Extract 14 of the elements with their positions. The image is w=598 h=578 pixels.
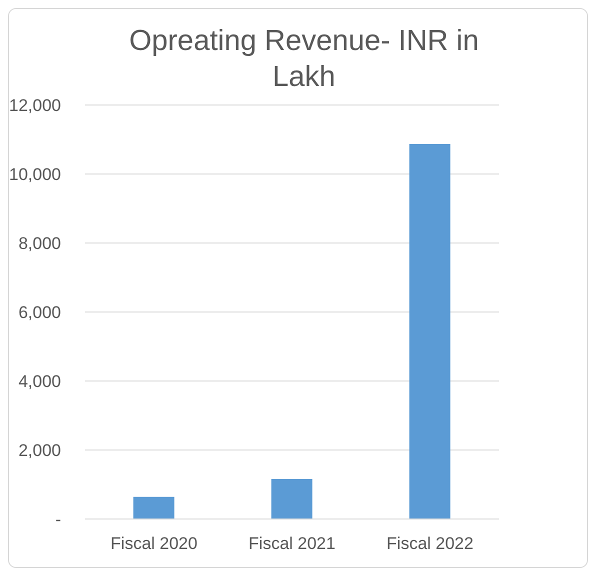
y-tick-label: 12,000 bbox=[9, 96, 61, 116]
chart-title: Opreating Revenue- INR in Lakh bbox=[128, 24, 480, 95]
x-tick-label: Fiscal 2022 bbox=[386, 534, 474, 554]
x-tick-label: Fiscal 2021 bbox=[248, 534, 336, 554]
y-tick-label: - bbox=[55, 510, 61, 530]
x-tick-label: Fiscal 2020 bbox=[110, 534, 198, 554]
bar bbox=[271, 478, 312, 519]
y-tick-label: 4,000 bbox=[18, 372, 61, 392]
y-tick-label: 6,000 bbox=[18, 303, 61, 322]
y-tick-label: 8,000 bbox=[18, 234, 61, 254]
y-tick-label: 2,000 bbox=[18, 441, 61, 460]
bar bbox=[133, 496, 174, 519]
y-tick-label: 10,000 bbox=[9, 165, 61, 184]
bar bbox=[409, 144, 450, 519]
